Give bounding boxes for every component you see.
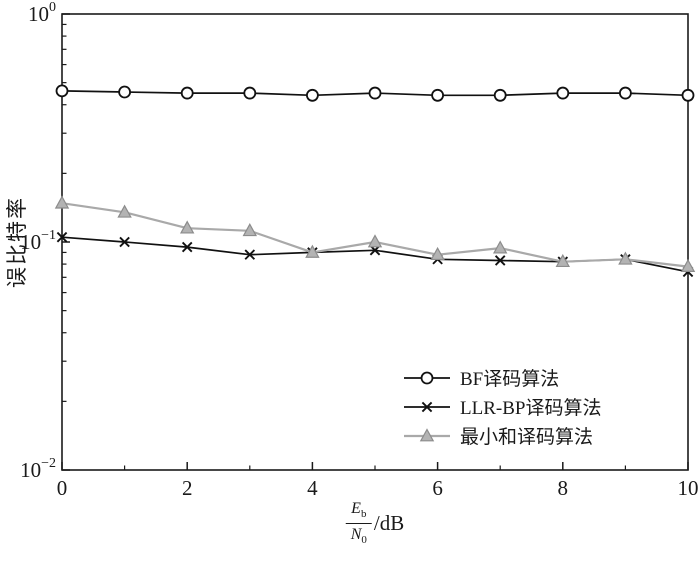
legend-marker-circle [404, 371, 450, 384]
x-tick-label: 2 [182, 476, 193, 500]
x-tick-label: 6 [432, 476, 443, 500]
x-tick-label: 4 [307, 476, 318, 500]
legend-label: BF译码算法 [460, 369, 560, 390]
x-axis-unit: /dB [373, 511, 405, 536]
x-axis-denominator: N0 [345, 523, 372, 547]
legend-label: LLR-BP译码算法 [460, 398, 602, 419]
chart-legend: BF译码算法 LLR-BP译码算法 最小和译码算法 [402, 363, 601, 450]
y-tick-label: 10−1 [20, 228, 56, 254]
x-tick-label: 10 [678, 476, 699, 500]
x-axis-numerator: Eb [346, 501, 371, 523]
y-tick-label: 10−2 [20, 456, 56, 482]
x-tick-label: 8 [558, 476, 569, 500]
x-tick-label: 0 [57, 476, 68, 500]
x-axis-fraction: Eb N0 [345, 501, 372, 547]
x-axis-ticks: 0 2 4 6 8 10 [57, 462, 699, 500]
y-tick-label: 100 [28, 0, 56, 26]
n0-symbol: N [350, 526, 362, 544]
legend-marker-triangle [404, 427, 450, 441]
series-circle [55, 84, 695, 102]
y-axis-ticks: 100 10−1 10−2 [20, 0, 70, 482]
series-triangle [54, 195, 696, 273]
eb-subscript: b [360, 508, 367, 521]
legend-label: 最小和译码算法 [460, 427, 594, 448]
legend-item: 最小和译码算法 [402, 421, 601, 450]
x-axis-label: Eb N0 /dB [345, 501, 405, 547]
n0-subscript: 0 [361, 534, 367, 547]
y-axis-label: 误比特率 [5, 196, 29, 288]
legend-item: LLR-BP译码算法 [402, 392, 601, 421]
eb-symbol: E [351, 500, 361, 517]
legend-marker-x [404, 401, 450, 412]
legend-item: BF译码算法 [402, 363, 601, 392]
